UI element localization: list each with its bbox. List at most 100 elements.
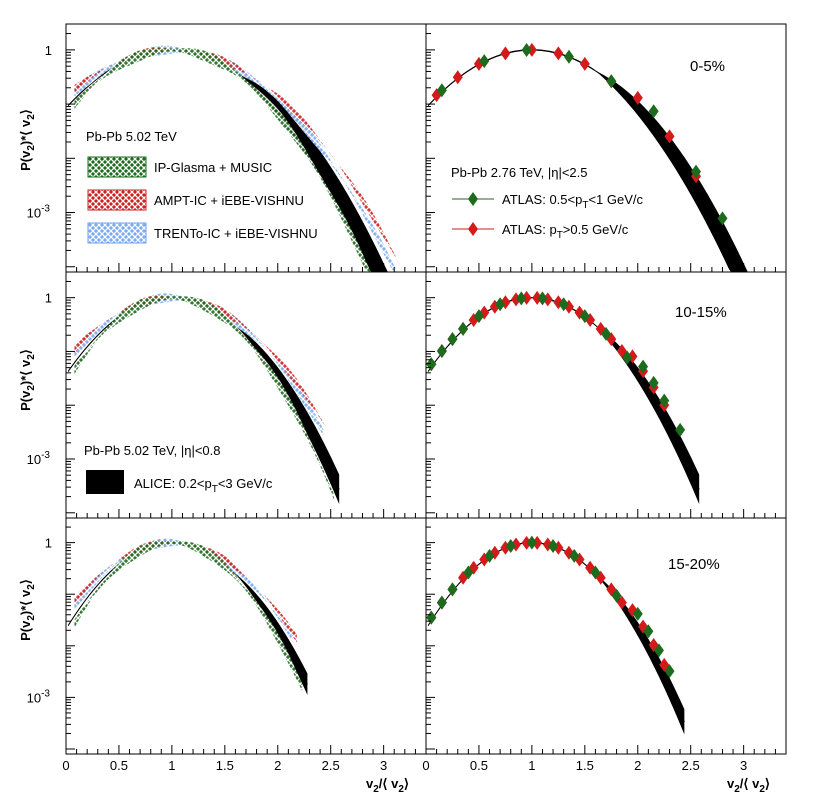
atlas-point-red (521, 535, 532, 550)
centrality-label-10-15: 10-15% (675, 304, 727, 321)
x-tick-label: 3 (740, 758, 747, 773)
legend-label-alice: ALICE: 0.2<pT<3 GeV/c (134, 476, 273, 495)
atlas-point-green (643, 624, 654, 639)
atlas-point-green (447, 332, 458, 347)
atlas-point-green (632, 606, 643, 621)
x-tick-label: 1.5 (216, 758, 234, 773)
atlas-point-red (664, 129, 675, 144)
plot-area (426, 535, 685, 735)
atlas-point-green (479, 54, 490, 69)
legend-atlas-label-red: ATLAS: pT>0.5 GeV/c (502, 222, 629, 241)
atlas-point-green (579, 309, 590, 324)
plot-area (67, 538, 308, 695)
atlas-point-green (653, 643, 664, 658)
panel-grid: 1 10-3 1 10-3 1 10-3 0 0.5 1 1.5 2 2.5 3 0 0.5 1 1.5 2 2.5… (27, 23, 787, 773)
y-tick-label-1: 1 (45, 43, 52, 58)
legend-swatch-ampt (87, 189, 147, 211)
centrality-label-15-20: 15-20% (668, 556, 720, 573)
legend-atlas-title: Pb-Pb 2.76 TeV, |η|<2.5 (451, 165, 588, 180)
atlas-point-red (616, 595, 627, 610)
y-tick-label-1: 1 (45, 291, 52, 306)
plot-area (426, 290, 700, 505)
x-tick-label: 3 (380, 758, 387, 773)
atlas-point-green (622, 350, 633, 365)
legend-atlas-marker-green (468, 192, 478, 206)
atlas-point-green (569, 548, 580, 563)
x-tick-label: 2.5 (682, 758, 700, 773)
model-band-ampt (74, 540, 297, 643)
atlas-point-green (463, 565, 474, 580)
alice-band (428, 49, 774, 272)
x-tick-label: 2 (634, 758, 641, 773)
atlas-point-green (516, 291, 527, 306)
x-tick-label: 2 (274, 758, 281, 773)
atlas-point-green (675, 422, 686, 437)
plot-area (427, 42, 774, 272)
atlas-point-green (590, 565, 601, 580)
model-curve (427, 297, 700, 490)
atlas-point-green (648, 375, 659, 390)
y-axis-label-row3: P(v2)*⟨ v2⟩ (18, 579, 37, 641)
legend-atlas: Pb-Pb 2.76 TeV, |η|<2.5 ATLAS: 0.5<pT<1 … (451, 165, 644, 241)
atlas-point-green (664, 664, 675, 679)
legend-alice: Pb-Pb 5.02 TeV, |η|<0.8 ALICE: 0.2<pT<3 … (84, 443, 273, 495)
atlas-point-green (717, 211, 728, 226)
atlas-point-green (505, 538, 516, 553)
atlas-point-green (606, 74, 617, 89)
alice-band (428, 296, 700, 505)
x-tick-label: 0 (62, 758, 69, 773)
legend-alice-title: Pb-Pb 5.02 TeV, |η|<0.8 (84, 443, 221, 458)
atlas-point-red (500, 46, 511, 61)
atlas-point-green (611, 588, 622, 603)
atlas-point-red (526, 42, 537, 57)
atlas-point-green (447, 582, 458, 597)
panel-2-0: 1 10-3 0 0.5 1 1.5 2 2.5 3 (27, 517, 427, 773)
y-axis-label-row1: P(v2)*⟨ v2⟩ (18, 109, 37, 171)
legend-models-title: Pb-Pb 5.02 TeV (86, 129, 177, 144)
atlas-point-green (521, 43, 532, 58)
atlas-point-green (473, 309, 484, 324)
atlas-point-green (495, 297, 506, 312)
atlas-point-green (458, 321, 469, 336)
legend-swatch-ipglasma (87, 156, 147, 178)
x-axis-label-left: v2/⟨ v2⟩ (366, 776, 409, 795)
legend-label-ipglasma: IP-Glasma + MUSIC (154, 160, 272, 175)
atlas-point-red (452, 70, 463, 85)
y-tick-label-1e-3: 10-3 (27, 688, 51, 705)
y-tick-label-1: 1 (45, 536, 52, 551)
x-tick-label: 2.5 (322, 758, 340, 773)
centrality-label-0-5: 0-5% (690, 58, 725, 75)
y-axis-label-row2: P(v2)*⟨ v2⟩ (18, 349, 37, 411)
legend-models: Pb-Pb 5.02 TeV IP-Glasma + MUSIC AMPT-IC… (86, 129, 318, 244)
atlas-point-green (691, 164, 701, 179)
atlas-point-green (436, 343, 447, 358)
model-band-trento (74, 45, 398, 272)
x-tick-label: 1.5 (576, 758, 594, 773)
atlas-point-red (553, 46, 564, 61)
atlas-point-red (579, 56, 590, 71)
x-tick-label: 1 (528, 758, 535, 773)
atlas-point-green (648, 104, 659, 119)
x-axis-label-right: v2/⟨ v2⟩ (727, 776, 770, 795)
plot-area (67, 293, 340, 505)
y-tick-label-1e-3: 10-3 (27, 450, 51, 467)
panel-frame (65, 517, 427, 755)
x-tick-label: 0.5 (110, 758, 128, 773)
legend-swatch-trento (87, 222, 147, 244)
legend-atlas-label-green: ATLAS: 0.5<pT<1 GeV/c (502, 192, 644, 211)
model-band-ampt (74, 295, 329, 432)
legend-atlas-marker-red (468, 222, 478, 236)
legend-label-ampt: AMPT-IC + iEBE-VISHNU (154, 193, 304, 208)
atlas-point-green (537, 291, 548, 306)
plot-area (67, 45, 414, 272)
panel-1-1 (425, 271, 787, 519)
panel-frame (425, 271, 787, 519)
atlas-point-green (638, 359, 649, 374)
atlas-point-green (484, 548, 495, 563)
atlas-point-green (659, 393, 670, 408)
atlas-point-green (563, 49, 574, 64)
atlas-point-green (601, 326, 611, 341)
x-tick-label: 0.5 (470, 758, 488, 773)
panel-2-1: 0 0.5 1 1.5 2 2.5 3 (422, 517, 787, 773)
